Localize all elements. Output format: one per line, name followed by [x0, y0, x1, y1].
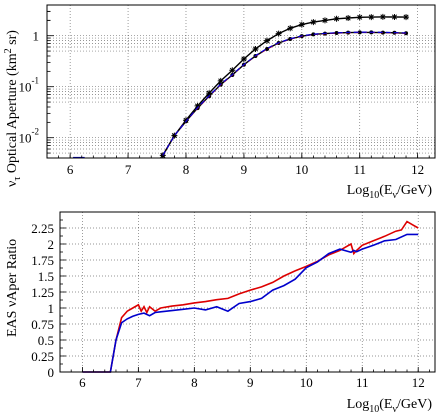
top-x-tick-label: 11	[353, 162, 366, 177]
top-x-tick-label: 8	[183, 162, 190, 177]
bottom-series-line-1	[82, 233, 419, 373]
top-star-marker	[403, 14, 410, 21]
top-axis-ticks	[46, 4, 430, 159]
top-y-tick-base: 10	[19, 80, 32, 95]
top-star-marker	[206, 90, 213, 97]
top-x-tick-label: 9	[241, 162, 248, 177]
top-star-marker	[264, 37, 271, 44]
top-x-tick-label: 6	[67, 162, 74, 177]
bottom-x-tick-label: 10	[300, 375, 313, 390]
bottom-y-tick-label: 1.5	[38, 269, 54, 284]
bottom-y-tick-label: 2.25	[31, 221, 54, 236]
bottom-y-tick-label: 0.25	[31, 349, 54, 364]
top-star-marker	[321, 17, 328, 24]
top-y-tick-exp: -1	[32, 76, 40, 86]
bottom-y-axis-label: EAS νAper Ratio	[5, 239, 20, 337]
top-x-tick-label: 12	[411, 162, 424, 177]
bottom-series-group	[82, 220, 419, 373]
top-y-tick-labels: 110-110-2	[19, 29, 40, 146]
top-y-tick-label: 10-1	[19, 76, 40, 95]
top-star-marker	[194, 102, 201, 109]
top-star-marker	[333, 15, 340, 22]
bottom-y-tick-label: 1.75	[31, 253, 54, 268]
top-y-axis-label: ντ Optical Aperture (km2 sr)	[3, 30, 23, 187]
top-plot-frame	[46, 4, 436, 159]
top-star-marker	[368, 14, 375, 21]
bottom-y-tick-label: 0	[48, 365, 55, 380]
top-star-marker	[345, 15, 352, 22]
top-star-marker	[275, 30, 282, 37]
top-star-marker	[217, 77, 224, 84]
top-series-group	[73, 13, 410, 159]
top-series-line-3	[162, 31, 407, 156]
bottom-y-tick-label: 0.5	[38, 333, 54, 348]
top-star-marker	[287, 25, 294, 32]
top-dot-marker	[404, 31, 409, 36]
top-star-marker	[229, 67, 236, 74]
ratio-chart: 6 7 8 9 10 11 12 00.250.50.7511.251.51.7522.25…	[5, 211, 436, 412]
top-star-marker	[240, 55, 247, 62]
top-star-marker	[391, 13, 398, 20]
top-y-tick-base: 1	[33, 29, 40, 44]
bottom-grid	[60, 212, 435, 373]
bottom-x-tick-label: 12	[412, 375, 425, 390]
top-x-tick-label: 10	[295, 162, 308, 177]
top-y-tick-exp: -2	[32, 127, 40, 137]
top-x-axis-label: Log10(Eν/GeV)	[347, 183, 433, 201]
top-dot-marker	[357, 30, 362, 35]
top-y-tick-label: 1	[33, 29, 40, 44]
top-dot-marker	[334, 30, 339, 35]
bottom-x-tick-labels: 6 7 8 9 10 11 12	[79, 375, 425, 390]
bottom-x-tick-label: 8	[191, 375, 198, 390]
bottom-y-tick-label: 1	[48, 301, 55, 316]
bottom-x-tick-label: 7	[135, 375, 142, 390]
top-x-tick-label: 7	[125, 162, 132, 177]
top-star-marker	[356, 14, 363, 21]
bottom-x-tick-label: 6	[79, 375, 86, 390]
bottom-y-tick-label: 1.25	[31, 285, 54, 300]
top-dot-marker	[311, 32, 316, 37]
top-grid	[47, 5, 435, 158]
top-x-tick-labels: 6 7 8 9 10 11 12	[67, 162, 424, 177]
bottom-x-axis-label: Log10(Eν/GeV)	[347, 397, 433, 412]
top-y-tick-base: 10	[19, 131, 32, 146]
top-dot-marker	[265, 46, 270, 51]
top-star-marker	[298, 21, 305, 28]
aperture-chart: 6 7 8 9 10 11 12 110-110-2 Log10(Eν/GeV) ντ Op…	[3, 4, 436, 201]
bottom-y-tick-label: 0.75	[31, 317, 54, 332]
bottom-series-line-0	[82, 220, 419, 373]
top-series-line-0	[162, 16, 407, 156]
bottom-x-tick-label: 11	[356, 375, 369, 390]
bottom-y-tick-label: 2	[48, 237, 55, 252]
bottom-axis-ticks	[59, 219, 430, 373]
top-star-marker	[379, 13, 386, 20]
top-star-marker	[252, 45, 259, 52]
top-y-tick-label: 10-2	[19, 127, 40, 146]
top-star-marker	[310, 19, 317, 26]
bottom-x-tick-label: 9	[247, 375, 254, 390]
